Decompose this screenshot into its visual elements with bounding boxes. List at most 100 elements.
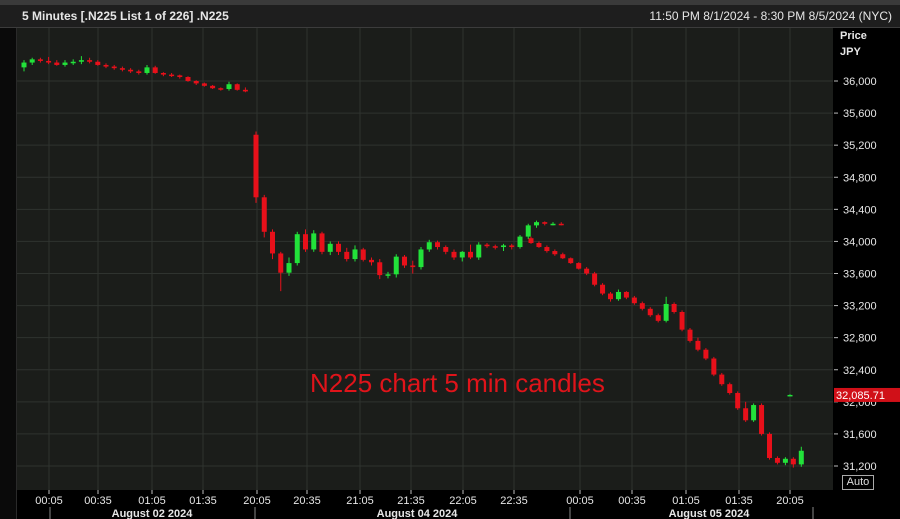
plot-area[interactable] bbox=[17, 28, 833, 490]
candle-body bbox=[152, 67, 158, 73]
axis-title-price: Price bbox=[840, 30, 867, 42]
chart-annotation: N225 chart 5 min candles bbox=[310, 368, 605, 398]
candle bbox=[631, 295, 637, 305]
candle bbox=[790, 457, 796, 468]
candle-body bbox=[623, 291, 629, 298]
candle-body bbox=[647, 308, 653, 316]
x-tick-label: 00:35 bbox=[84, 495, 112, 507]
candle-body bbox=[210, 85, 216, 89]
y-tick-label: 31,200 bbox=[843, 461, 877, 473]
candle-body bbox=[443, 247, 449, 252]
x-tick-label: 01:35 bbox=[725, 495, 753, 507]
candle bbox=[525, 223, 531, 240]
x-tick-label: 21:35 bbox=[397, 495, 425, 507]
candle-body bbox=[544, 247, 550, 252]
candle-body bbox=[21, 62, 27, 68]
candle-body bbox=[468, 251, 473, 258]
candle bbox=[719, 372, 725, 386]
y-tick-label: 32,800 bbox=[843, 333, 877, 345]
candle-body bbox=[70, 61, 76, 64]
candle-body bbox=[525, 225, 531, 237]
candle bbox=[352, 245, 358, 262]
candle-body bbox=[128, 69, 134, 72]
candle-body bbox=[560, 254, 566, 259]
candle bbox=[568, 257, 574, 264]
candle-body bbox=[119, 68, 125, 70]
candle-body bbox=[278, 253, 284, 273]
candle bbox=[201, 82, 207, 87]
candle-body bbox=[193, 81, 199, 84]
candle bbox=[410, 260, 416, 274]
x-tick-label: 20:35 bbox=[293, 495, 321, 507]
candle-body bbox=[484, 244, 490, 247]
candle-body bbox=[584, 268, 590, 274]
x-tick-label: 20:05 bbox=[776, 495, 804, 507]
candle bbox=[534, 220, 539, 228]
auto-scale-button[interactable]: Auto bbox=[842, 475, 874, 490]
candle-body bbox=[78, 60, 84, 62]
candle-body bbox=[743, 408, 749, 421]
candlestick-plot[interactable] bbox=[17, 28, 833, 490]
candle bbox=[509, 243, 515, 250]
candle bbox=[711, 356, 717, 377]
candle bbox=[169, 72, 175, 77]
candle bbox=[592, 271, 598, 287]
candle bbox=[78, 56, 84, 65]
date-label: August 04 2024 bbox=[377, 508, 459, 519]
candle-body bbox=[711, 358, 717, 375]
last-price-label: 32,085.71 bbox=[836, 390, 885, 402]
candle-body bbox=[286, 263, 292, 273]
candle-body bbox=[336, 243, 341, 252]
y-tick-label: 33,600 bbox=[843, 269, 877, 281]
y-tick-label: 33,200 bbox=[843, 301, 877, 313]
candle-body bbox=[402, 256, 407, 266]
candle-body bbox=[410, 265, 416, 268]
candle-body bbox=[169, 74, 175, 77]
candle-body bbox=[311, 233, 317, 250]
candle bbox=[584, 267, 590, 276]
candle-body bbox=[592, 273, 598, 285]
candle bbox=[655, 313, 661, 323]
candle-body bbox=[767, 433, 772, 458]
candle bbox=[435, 240, 440, 250]
candle-body bbox=[352, 249, 358, 260]
candle bbox=[798, 446, 804, 467]
candle bbox=[528, 236, 534, 244]
candle-body bbox=[727, 384, 733, 394]
candle-body bbox=[253, 134, 259, 198]
candle-body bbox=[615, 291, 621, 300]
x-tick-label: 00:35 bbox=[618, 495, 646, 507]
axis-title-unit: JPY bbox=[840, 46, 861, 58]
x-tick-label: 00:05 bbox=[35, 495, 63, 507]
candle-body bbox=[608, 293, 613, 300]
candle bbox=[319, 231, 325, 255]
price-axis[interactable]: Price JPY 31,200 31,600 32,000 32,400 32,800 33… bbox=[834, 28, 900, 490]
candle-body bbox=[558, 223, 564, 226]
candle-body bbox=[270, 231, 275, 254]
candle bbox=[311, 230, 317, 252]
candle-body bbox=[46, 60, 52, 63]
candle-body bbox=[798, 450, 804, 465]
candle-body bbox=[719, 374, 725, 385]
candle bbox=[544, 245, 550, 253]
candle bbox=[393, 254, 399, 278]
candle bbox=[639, 301, 645, 311]
candle-body bbox=[501, 245, 506, 248]
candle bbox=[385, 271, 391, 279]
candle bbox=[303, 229, 308, 252]
candle bbox=[743, 401, 749, 422]
candle-body bbox=[261, 197, 267, 232]
candle bbox=[735, 391, 741, 410]
time-axis[interactable]: 00:05 00:35 01:05 01:35 20:05 20:35 21:05 21:35… bbox=[17, 490, 833, 519]
candle-body bbox=[426, 242, 432, 250]
candle-body bbox=[550, 223, 556, 226]
candle-body bbox=[790, 458, 796, 465]
candle bbox=[377, 259, 383, 280]
candle-body bbox=[303, 234, 308, 250]
candle bbox=[103, 63, 109, 69]
x-tick-label: 21:05 bbox=[346, 495, 374, 507]
candle-body bbox=[435, 242, 440, 248]
candle-body bbox=[218, 88, 224, 90]
last-price-badge bbox=[834, 387, 900, 402]
y-tick-label: 31,600 bbox=[843, 429, 877, 441]
